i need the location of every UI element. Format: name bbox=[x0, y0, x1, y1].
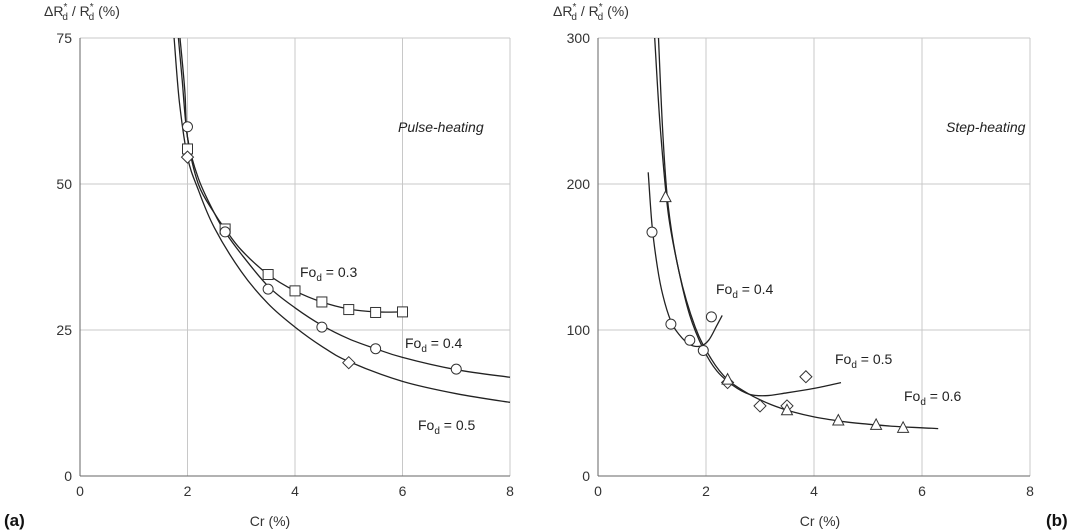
series-label-fod-0-3: Fod = 0.3 bbox=[300, 264, 358, 284]
x-tick-label: 8 bbox=[506, 483, 514, 499]
data-point-circle bbox=[262, 283, 274, 295]
data-point-square bbox=[397, 306, 408, 318]
series-label-fod-0-6: Fod = 0.6 bbox=[904, 388, 962, 408]
data-point-diamond bbox=[180, 150, 195, 164]
method-label: Pulse-heating bbox=[398, 119, 484, 135]
data-point-circle bbox=[697, 344, 709, 356]
data-point-square bbox=[289, 285, 301, 297]
panel-b-step-heating: ΔR* d / R* d (%) 0 2 4 6 8 0 100 200 300 Cr (%) St… bbox=[553, 2, 1068, 530]
y-tick-label: 200 bbox=[567, 176, 591, 192]
data-point-circle bbox=[665, 318, 677, 330]
data-point-circle bbox=[182, 121, 193, 133]
data-point-diamond bbox=[342, 355, 356, 370]
data-point-square bbox=[343, 304, 355, 316]
data-point-triangle bbox=[780, 403, 794, 416]
data-point-circle bbox=[316, 321, 328, 333]
fit-curve-series-1 bbox=[654, 37, 842, 397]
panel-label: (b) bbox=[1046, 511, 1068, 530]
series-label-fod-0-4: Fod = 0.4 bbox=[405, 335, 463, 355]
y-tick-label: 0 bbox=[64, 468, 72, 484]
data-point-square bbox=[370, 306, 382, 318]
data-point-triangle bbox=[721, 372, 734, 385]
x-tick-label: 2 bbox=[702, 483, 710, 499]
fit-curve-series-1 bbox=[179, 37, 511, 378]
y-axis-label: ΔR* d / R* d (%) bbox=[553, 2, 629, 23]
x-tick-label: 4 bbox=[291, 483, 299, 499]
y-tick-label: 0 bbox=[582, 468, 590, 484]
series-label-fod-0-4: Fod = 0.4 bbox=[716, 281, 774, 301]
data-point-circle bbox=[705, 311, 717, 323]
data-point-triangle bbox=[869, 417, 883, 430]
x-tick-label: 0 bbox=[76, 483, 84, 499]
data-point-triangle bbox=[896, 420, 910, 433]
x-tick-label: 8 bbox=[1026, 483, 1034, 499]
y-tick-label: 25 bbox=[56, 322, 72, 338]
x-tick-label: 0 bbox=[594, 483, 602, 499]
fit-curve-series-0 bbox=[177, 37, 403, 313]
series-label-fod-0-5: Fod = 0.5 bbox=[835, 351, 893, 371]
panel-a-pulse-heating: ΔR* d / R* d (%) 0 2 4 6 8 0 25 50 75 Cr (%) Pulse… bbox=[4, 2, 514, 530]
data-point-square bbox=[316, 296, 328, 308]
data-point-circle bbox=[219, 226, 231, 238]
fit-curve-series-0 bbox=[647, 172, 723, 348]
x-tick-label: 2 bbox=[184, 483, 192, 499]
data-point-diamond bbox=[799, 370, 813, 384]
x-axis-label: Cr (%) bbox=[250, 513, 290, 529]
y-axis-label: ΔR* d / R* d (%) bbox=[44, 2, 120, 23]
method-label: Step-heating bbox=[946, 119, 1026, 135]
data-point-diamond bbox=[753, 399, 767, 413]
y-tick-label: 300 bbox=[567, 30, 591, 46]
x-axis-label: Cr (%) bbox=[800, 513, 840, 529]
y-tick-label: 100 bbox=[567, 322, 591, 338]
x-tick-label: 4 bbox=[810, 483, 818, 499]
data-point-circle bbox=[646, 226, 658, 238]
data-point-triangle bbox=[831, 413, 845, 426]
panel-label: (a) bbox=[4, 511, 25, 530]
data-point-triangle bbox=[659, 190, 672, 203]
fit-curve-series-2 bbox=[657, 37, 939, 430]
x-tick-label: 6 bbox=[918, 483, 926, 499]
y-tick-label: 50 bbox=[56, 176, 72, 192]
series-label-fod-0-5: Fod = 0.5 bbox=[418, 417, 476, 437]
data-point-circle bbox=[684, 334, 696, 346]
data-point-square bbox=[262, 269, 274, 281]
y-tick-label: 75 bbox=[56, 30, 72, 46]
data-point-circle bbox=[370, 343, 382, 355]
x-tick-label: 6 bbox=[399, 483, 407, 499]
data-point-circle bbox=[450, 363, 462, 375]
